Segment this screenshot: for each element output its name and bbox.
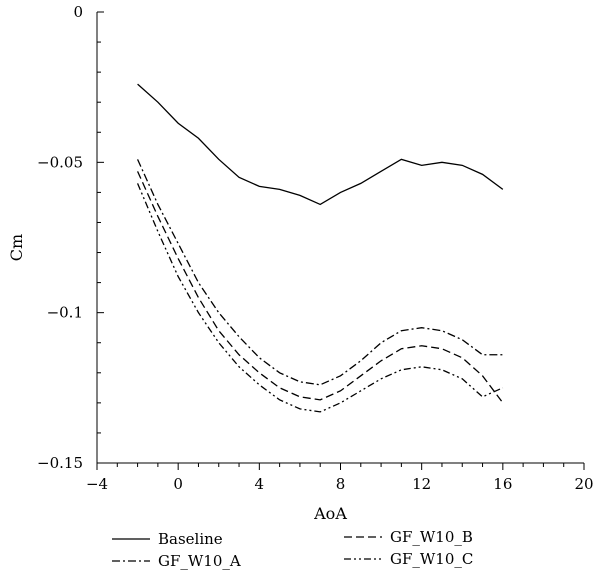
y-tick-label: −0.15 [37, 454, 83, 472]
legend-label: Baseline [158, 530, 223, 548]
legend-label: GF_W10_C [390, 550, 473, 568]
x-axis-title: AoA [313, 504, 347, 523]
series-line-baseline [137, 83, 504, 206]
legend: Baseline GF_W10_A GF_W10_B GF_W10_C [112, 528, 473, 570]
y-tick-label: 0 [73, 3, 83, 21]
series-layer [136, 83, 504, 413]
legend-label: GF_W10_B [390, 528, 473, 546]
y-axis-title: Cm [7, 234, 26, 261]
y-tick-label: −0.05 [37, 153, 83, 171]
x-tick-label: −4 [86, 475, 108, 493]
axes: −4 0 4 8 12 16 20 0 −0.05 −0.1 −0.15 AoA Cm [7, 3, 594, 523]
series-line-gf-w10-b [136, 171, 504, 404]
x-tick-label: 12 [412, 475, 431, 493]
legend-label: GF_W10_A [158, 552, 241, 570]
y-tick-label: −0.1 [47, 304, 83, 322]
series-line-gf-w10-c [136, 183, 504, 413]
x-tick-label: 16 [493, 475, 512, 493]
x-tick-label: 8 [336, 475, 346, 493]
x-tick-label: 4 [255, 475, 265, 493]
x-tick-label: 0 [173, 475, 183, 493]
x-tick-label: 20 [574, 475, 593, 493]
